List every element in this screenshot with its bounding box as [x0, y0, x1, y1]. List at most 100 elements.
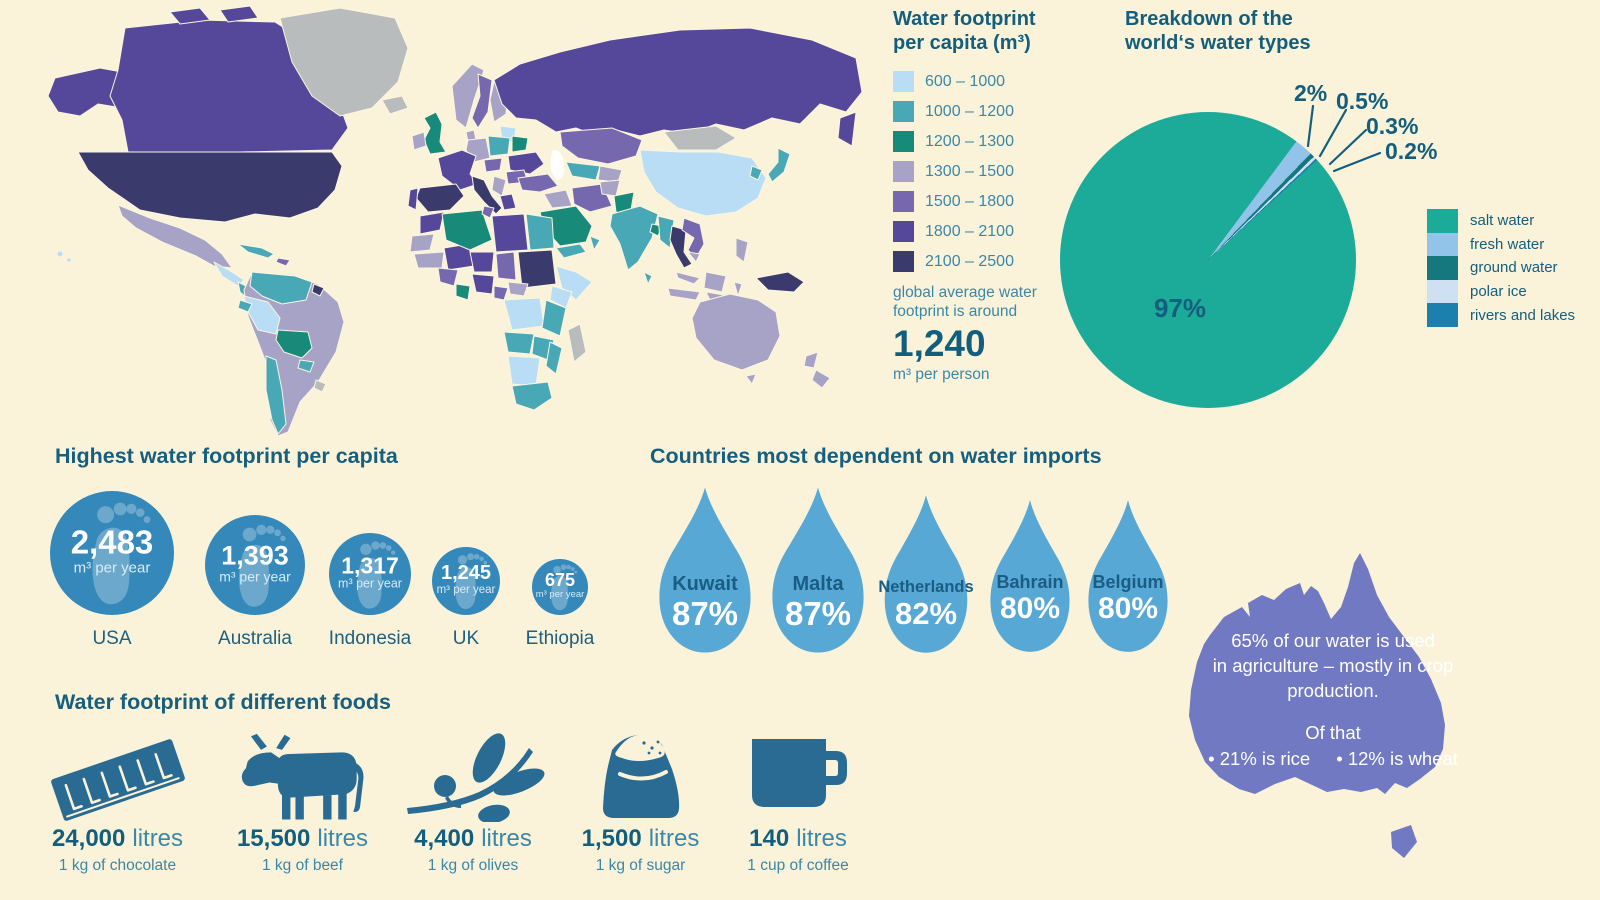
pie-legend-label: salt water	[1470, 212, 1535, 230]
footprint-unit: m³ per year	[219, 568, 291, 585]
pie-legend-label: polar ice	[1470, 283, 1527, 301]
footprint-value: 2,483	[70, 523, 154, 561]
footprint-icon	[455, 553, 487, 610]
food-unit: litres	[481, 825, 532, 852]
food-value: 24,000	[51, 825, 126, 852]
map-europe	[407, 63, 545, 215]
footprint-icon	[356, 540, 396, 609]
food-value: 140	[749, 825, 790, 852]
legend-range-label: 1800 – 2100	[925, 222, 1014, 240]
food-value: 1,500	[581, 825, 642, 852]
map-legend-row: 1200 – 1300	[893, 131, 1063, 153]
note-line1: global average water	[893, 284, 1037, 302]
legend-swatch	[893, 101, 914, 123]
global-average-unit: m³ per person	[893, 365, 990, 383]
map-russia-central-asia	[493, 27, 863, 183]
legend-swatch	[1427, 209, 1458, 233]
legend-swatch	[1427, 279, 1458, 304]
pie-legend-label: fresh water	[1470, 235, 1545, 253]
footprint-unit: m³ per year	[535, 589, 585, 601]
food-item-coffee: 140 litres 1 cup of coffee	[723, 728, 873, 875]
footprint-country-label: UK	[452, 628, 480, 649]
foods-section-title: Water footprint of different foods	[55, 690, 391, 714]
footprint-unit: m³ per year	[73, 559, 151, 577]
water-drop-netherlands: Netherlands 82%	[878, 492, 974, 656]
footprint-icon	[92, 503, 151, 605]
pie-legend-row: fresh water	[1427, 232, 1575, 257]
footprint-value: 1,245	[440, 561, 492, 584]
map-legend-title: Water footprint per capita (m³)	[893, 8, 1063, 55]
fact-bullet-wheat: • 12% is wheat	[1336, 747, 1458, 769]
footprint-country-label: Australia	[218, 628, 292, 649]
note-line2: footprint is around	[893, 303, 1018, 321]
legend-swatch	[893, 131, 914, 153]
water-drop-bahrain: Bahrain 80%	[984, 497, 1076, 655]
map-asia	[609, 147, 805, 307]
footprint-icon	[551, 564, 578, 611]
legend-swatch	[1427, 303, 1458, 327]
footprint-unit: m³ per year	[338, 576, 402, 591]
water-drop-icon	[990, 500, 1070, 652]
footprint-value: 675	[544, 570, 576, 591]
map-legend-row: 600 – 1000	[893, 71, 1063, 93]
water-drop-icon	[659, 487, 751, 653]
drop-percent: 87%	[671, 595, 739, 633]
pie-salt-water-label: 97%	[1153, 293, 1207, 323]
drop-country: Bahrain	[996, 571, 1064, 592]
footprint-circle-australia: 1,393 m³ per year	[205, 515, 305, 615]
food-item-sugar: 1,500 litres 1 kg of sugar	[563, 728, 718, 875]
fact-line2: in agriculture – mostly in crop	[1212, 655, 1454, 677]
footprint-country-label: Indonesia	[328, 628, 412, 649]
footprint-country-label: Ethiopia	[525, 628, 595, 649]
footprint-country-label: USA	[92, 628, 132, 649]
food-unit: litres	[796, 825, 847, 852]
map-legend-row: 2100 – 2500	[893, 251, 1063, 273]
drop-percent: 82%	[894, 595, 958, 631]
pie-callout-lines	[1306, 104, 1382, 173]
pie-legend-row: polar ice	[1427, 279, 1575, 304]
legend-range-label: 1000 – 1200	[925, 102, 1014, 120]
legend-range-label: 2100 – 2500	[925, 252, 1014, 270]
map-middle-east	[517, 173, 621, 259]
map-legend-title-line1: Water footprint	[893, 8, 1036, 30]
legend-range-label: 1200 – 1300	[925, 132, 1014, 150]
map-south-america	[237, 271, 345, 437]
legend-swatch	[1427, 232, 1458, 257]
drop-country: Belgium	[1092, 571, 1164, 592]
fact-line3: production.	[1287, 680, 1379, 702]
legend-range-label: 600 – 1000	[925, 72, 1006, 90]
pie-polar-ice-label: 0.3%	[1366, 113, 1419, 139]
cow-icon	[215, 728, 390, 822]
pie-rivers-lakes-label: 0.2%	[1385, 138, 1438, 164]
food-label: 1 kg of chocolate	[58, 857, 177, 874]
coffee-mug-icon	[723, 728, 873, 822]
footprint-value: 1,317	[341, 552, 399, 579]
map-legend-row: 1000 – 1200	[893, 101, 1063, 123]
footprint-circle-ethiopia: 675 m³ per year	[532, 559, 588, 615]
world-map	[47, 5, 863, 437]
drop-country: Kuwait	[672, 573, 738, 596]
fact-line1: 65% of our water is used	[1231, 630, 1435, 651]
food-value: 4,400	[414, 825, 475, 852]
australia-map-icon	[1189, 553, 1445, 858]
food-label: 1 kg of beef	[261, 857, 343, 874]
water-types-pie-chart	[1060, 112, 1356, 408]
map-legend: Water footprint per capita (m³) 600 – 10…	[893, 8, 1063, 384]
chocolate-bar-icon	[30, 728, 205, 822]
footprint-circle-indonesia: 1,317 m³ per year	[329, 533, 411, 615]
legend-swatch	[893, 251, 914, 273]
map-north-america	[47, 5, 409, 303]
food-label: 1 cup of coffee	[747, 857, 849, 874]
drop-percent: 87%	[784, 595, 852, 633]
food-unit: litres	[317, 825, 369, 852]
map-legend-list: 600 – 1000 1000 – 1200 1200 – 1300 1300 …	[893, 71, 1063, 273]
map-legend-row: 1300 – 1500	[893, 161, 1063, 183]
imports-section-title: Countries most dependent on water import…	[650, 444, 1102, 468]
sugar-bag-icon	[563, 728, 718, 822]
pie-legend-label: ground water	[1470, 259, 1558, 277]
food-value: 15,500	[236, 825, 311, 852]
global-average-note: global average water footprint is around	[893, 284, 1063, 322]
footprint-unit: m³ per year	[436, 583, 496, 596]
food-item-beef: 15,500 litres 1 kg of beef	[215, 728, 390, 875]
